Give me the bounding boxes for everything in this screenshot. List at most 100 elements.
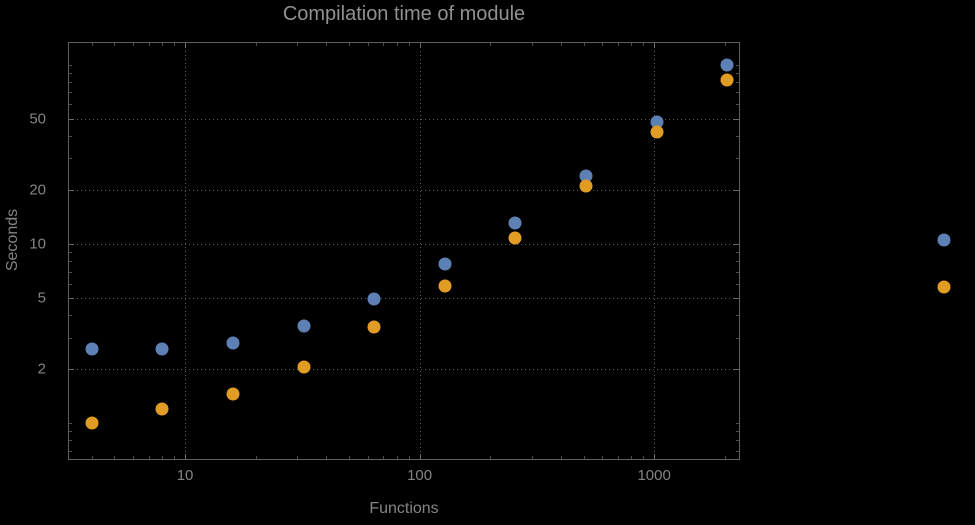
y-tick-mark: [734, 369, 739, 371]
x-tick-mark: [349, 43, 350, 46]
x-tick-mark: [531, 456, 533, 459]
y-tick-mark: [736, 81, 739, 83]
data-point: [367, 292, 381, 306]
data-point: [650, 125, 664, 139]
data-point: [226, 387, 240, 401]
x-tick-mark: [367, 456, 369, 459]
x-tick-mark: [255, 456, 257, 459]
x-tick-mark: [408, 456, 410, 459]
data-point: [155, 342, 169, 356]
chart-title: Compilation time of module: [282, 3, 526, 25]
data-point: [155, 402, 169, 416]
y-tick-mark: [736, 261, 739, 263]
y-tick-label: 50: [29, 110, 46, 128]
data-point: [579, 169, 593, 183]
x-tick-mark: [631, 43, 633, 46]
x-tick-mark: [162, 43, 164, 46]
x-axis-label: Functions: [369, 500, 439, 517]
x-tick-mark: [560, 43, 562, 46]
x-tick-mark: [490, 43, 492, 46]
data-point: [85, 416, 99, 430]
x-tick-mark: [654, 454, 656, 459]
x-tick-mark: [396, 43, 398, 46]
x-tick-mark: [419, 43, 421, 48]
y-tick-mark: [736, 158, 739, 160]
y-tick-mark: [736, 104, 739, 106]
data-point: [297, 319, 311, 333]
x-tick-mark: [631, 456, 633, 459]
y-tick-mark: [69, 423, 72, 425]
x-tick-mark: [617, 43, 619, 46]
x-tick-mark: [490, 456, 492, 459]
x-tick-mark: [114, 43, 116, 46]
data-point: [297, 360, 311, 374]
y-tick-mark: [736, 283, 739, 285]
data-point: [650, 115, 664, 129]
data-point: [226, 336, 240, 350]
y-gridline: [69, 297, 739, 299]
y-tick-mark: [736, 135, 739, 137]
x-tick-mark: [296, 43, 298, 46]
y-tick-mark: [69, 337, 72, 339]
y-tick-mark: [736, 450, 739, 452]
x-tick-label: 10: [176, 467, 194, 484]
data-point: [438, 257, 452, 271]
y-tick-mark: [69, 118, 74, 120]
data-point: [438, 279, 452, 293]
data-point: [579, 179, 593, 193]
y-tick-mark: [736, 337, 739, 339]
y-tick-mark: [736, 92, 739, 94]
x-tick-mark: [654, 43, 656, 48]
x-tick-mark: [91, 43, 93, 46]
x-tick-mark: [531, 43, 533, 46]
y-tick-mark: [69, 297, 74, 299]
x-tick-mark: [724, 456, 726, 459]
data-point: [508, 231, 522, 245]
y-tick-label: 5: [37, 289, 46, 307]
y-gridline: [69, 118, 739, 120]
x-tick-mark: [408, 43, 410, 46]
x-tick-mark: [349, 456, 350, 459]
y-tick-mark: [734, 243, 739, 245]
x-tick-mark: [148, 456, 150, 459]
x-tick-mark: [560, 456, 562, 459]
y-tick-mark: [736, 64, 739, 66]
y-tick-mark: [69, 271, 72, 273]
x-tick-mark: [367, 43, 369, 46]
y-tick-mark: [734, 297, 739, 299]
y-tick-mark: [69, 104, 72, 106]
data-point: [720, 73, 734, 87]
x-tick-mark: [583, 43, 585, 46]
y-tick-mark: [69, 158, 72, 160]
x-tick-mark: [643, 456, 645, 459]
x-tick-mark: [326, 456, 328, 459]
x-tick-mark: [396, 456, 398, 459]
data-point: [85, 342, 99, 356]
x-tick-mark: [255, 43, 257, 46]
y-tick-mark: [69, 283, 72, 285]
legend-marker: [937, 280, 951, 294]
y-gridline: [69, 369, 739, 371]
y-tick-mark: [69, 261, 72, 263]
y-tick-mark: [69, 81, 72, 83]
y-tick-mark: [736, 423, 739, 425]
x-tick-mark: [383, 43, 385, 46]
y-gridline: [69, 189, 739, 191]
y-tick-label: 2: [37, 360, 46, 378]
y-tick-mark: [69, 450, 72, 452]
x-tick-label: 1000: [637, 467, 671, 484]
y-tick-mark: [736, 440, 739, 442]
y-tick-mark: [69, 135, 72, 137]
x-tick-mark: [91, 456, 93, 459]
x-tick-mark: [185, 454, 187, 459]
y-tick-mark: [736, 72, 739, 74]
data-point: [720, 58, 734, 72]
x-gridline: [654, 43, 656, 459]
y-tick-mark: [69, 440, 72, 442]
x-gridline: [419, 43, 421, 459]
y-tick-mark: [69, 431, 72, 433]
x-tick-mark: [383, 456, 385, 459]
y-tick-label: 10: [29, 235, 46, 253]
y-tick-mark: [734, 189, 739, 191]
